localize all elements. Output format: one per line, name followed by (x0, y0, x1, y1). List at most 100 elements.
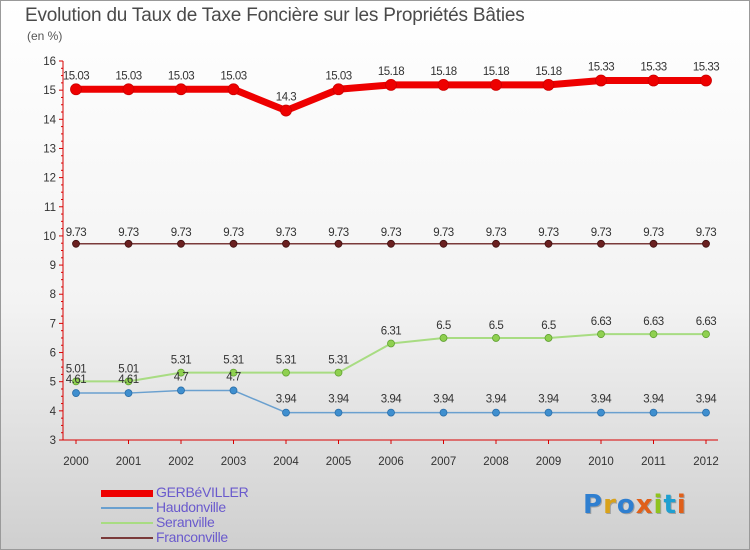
data-label-haudonville: 4.61 (66, 374, 86, 386)
data-point-haudonville (282, 408, 290, 417)
legend-swatch (101, 489, 153, 497)
data-point-franconville (597, 239, 605, 248)
logo-letter: o (616, 490, 636, 520)
data-point-franconville (492, 239, 500, 248)
data-point-seranville (439, 334, 448, 342)
data-point-seranville (649, 330, 658, 339)
data-label-gerbéviller: 15.18 (535, 66, 561, 78)
data-point-seranville (72, 377, 80, 386)
y-tick-label: 13 (43, 143, 56, 155)
y-tick-label: 6 (50, 348, 56, 360)
data-point-haudonville (544, 408, 553, 417)
data-label-seranville: 6.5 (541, 320, 556, 332)
data-label-franconville: 9.73 (433, 227, 453, 239)
data-label-gerbéviller: 15.18 (430, 66, 456, 78)
y-axis-unit-label: (en %) (27, 29, 63, 43)
data-label-haudonville: 4.61 (118, 374, 138, 386)
logo-letter: i (676, 490, 687, 520)
data-point-gerbéviller (332, 83, 345, 96)
y-tick-label: 15 (43, 85, 56, 97)
data-point-seranville (282, 368, 290, 377)
data-label-seranville: 6.5 (489, 320, 504, 332)
data-point-haudonville (229, 386, 238, 395)
data-label-haudonville: 3.94 (696, 394, 717, 406)
data-point-franconville (282, 239, 290, 248)
y-tick-label: 14 (43, 114, 56, 126)
data-point-gerbéviller (122, 83, 135, 96)
data-point-haudonville (72, 389, 80, 397)
x-tick-label: 2001 (116, 456, 142, 468)
data-label-gerbéviller: 14.3 (276, 92, 296, 104)
data-point-franconville (702, 239, 710, 248)
data-point-seranville (702, 330, 710, 339)
data-point-seranville (177, 368, 185, 377)
data-label-seranville: 6.63 (643, 316, 663, 328)
data-point-franconville (177, 239, 185, 248)
data-label-gerbéviller: 15.03 (115, 70, 141, 82)
data-point-haudonville (439, 408, 448, 417)
x-tick-label: 2008 (483, 456, 509, 468)
data-label-haudonville: 3.94 (643, 394, 664, 406)
data-point-seranville (334, 368, 343, 377)
data-label-haudonville: 4.7 (226, 371, 241, 383)
data-point-haudonville (177, 386, 185, 395)
chart-title: Evolution du Taux de Taxe Foncière sur l… (25, 5, 525, 26)
data-label-gerbéviller: 15.18 (378, 66, 404, 78)
data-point-haudonville (387, 408, 395, 417)
data-label-franconville: 9.73 (223, 227, 243, 239)
data-point-seranville (124, 377, 133, 386)
data-label-franconville: 9.73 (118, 227, 138, 239)
data-point-haudonville (597, 408, 605, 417)
data-label-gerbéviller: 15.03 (220, 70, 246, 82)
data-label-franconville: 9.73 (591, 227, 611, 239)
data-label-seranville: 5.31 (223, 355, 243, 367)
x-tick-label: 2000 (63, 456, 89, 468)
logo-letter: P (583, 490, 604, 520)
data-label-franconville: 9.73 (171, 227, 191, 239)
data-point-gerbéviller (227, 83, 240, 96)
data-point-haudonville (702, 408, 710, 417)
y-tick-label: 16 (43, 56, 56, 68)
y-tick-label: 8 (50, 289, 56, 301)
data-point-franconville (229, 239, 238, 248)
x-tick-label: 2004 (273, 456, 299, 468)
x-tick-label: 2006 (378, 456, 404, 468)
data-point-gerbéviller (385, 79, 397, 91)
data-label-franconville: 9.73 (66, 227, 86, 239)
data-point-franconville (124, 239, 133, 248)
x-tick-label: 2007 (431, 456, 457, 468)
legend-label: GERBéVILLER (156, 484, 249, 500)
data-point-gerbéviller (175, 83, 187, 96)
data-label-haudonville: 3.94 (486, 394, 507, 406)
data-label-seranville: 5.31 (276, 355, 296, 367)
data-point-gerbéviller (437, 79, 450, 91)
logo-letter: t (663, 490, 677, 520)
data-label-haudonville: 3.94 (328, 394, 349, 406)
data-point-franconville (334, 239, 343, 248)
data-point-seranville (387, 339, 395, 348)
data-label-haudonville: 3.94 (433, 394, 454, 406)
legend-label: Franconville (156, 529, 228, 545)
y-tick-label: 3 (50, 435, 56, 447)
data-label-franconville: 9.73 (276, 227, 296, 239)
data-label-franconville: 9.73 (538, 227, 558, 239)
data-label-seranville: 6.31 (381, 326, 401, 338)
y-tick-label: 4 (50, 406, 57, 418)
x-tick-label: 2009 (536, 456, 562, 468)
x-tick-label: 2010 (588, 456, 614, 468)
series-labels: 15.03 15.03 15.03 15.03 14.3 15.03 15.18 15.18 1… (63, 62, 720, 406)
data-point-haudonville (124, 389, 133, 397)
data-label-seranville: 5.01 (118, 363, 138, 375)
legend-swatch (101, 522, 153, 524)
data-label-gerbéviller: 15.33 (640, 62, 666, 74)
data-point-haudonville (334, 408, 343, 417)
logo-letter: i (653, 490, 664, 520)
data-label-seranville: 5.31 (171, 355, 191, 367)
logo-letter: r (603, 490, 617, 520)
data-label-seranville: 5.31 (328, 355, 348, 367)
data-point-gerbéviller (280, 104, 292, 117)
x-tick-label: 2005 (326, 456, 352, 468)
y-tick-label: 5 (50, 377, 56, 389)
axes: 3 4 5 6 7 8 9 10 11 12 13 14 15 16 2000 2001 2002 2003 200… (43, 56, 719, 468)
legend-swatch (101, 537, 153, 539)
